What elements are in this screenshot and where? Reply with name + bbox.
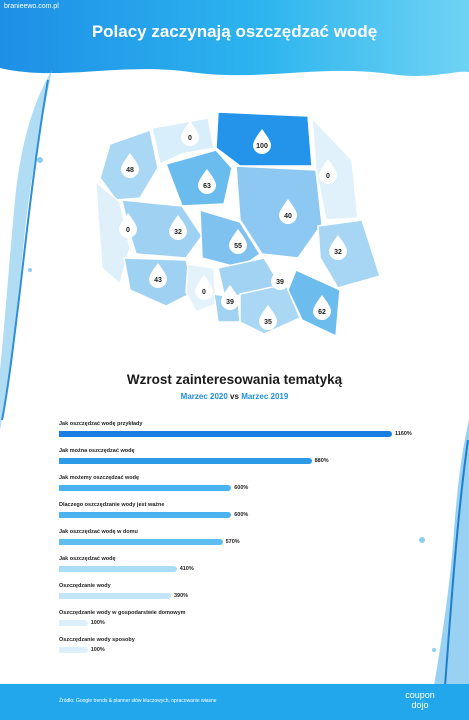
subtitle-period-a: Marzec 2020 bbox=[180, 392, 228, 401]
map-region-kujawsko-pomorskie bbox=[165, 149, 233, 207]
chart-title: Wzrost zainteresowania tematyką bbox=[126, 372, 343, 387]
water-drop-icon bbox=[313, 295, 331, 320]
bar-category-label: Jak oszczędzać wodę w domu bbox=[59, 529, 138, 535]
water-drop-icon bbox=[221, 285, 239, 310]
water-drop-icon bbox=[229, 229, 247, 254]
bar-value-label: 600% bbox=[234, 484, 249, 491]
bar-category-label: Oszczędzanie wody bbox=[59, 583, 111, 589]
map-value-label: 35 bbox=[264, 319, 272, 326]
map-value-label: 55 bbox=[234, 243, 242, 250]
water-splash-right bbox=[419, 420, 469, 710]
poland-map: 48 0 100 0 63 0 32 40 55 32 43 0 39 39 35 62 bbox=[95, 111, 381, 338]
water-drop-icon bbox=[259, 305, 277, 330]
bar bbox=[59, 593, 171, 599]
footer: Źródło: Google trends & planner słów klu… bbox=[0, 684, 469, 720]
map-region-lubuskie bbox=[95, 180, 131, 286]
map-region-mazowieckie bbox=[235, 165, 323, 259]
bar-value-label: 100% bbox=[90, 646, 105, 653]
water-drop-icon bbox=[181, 121, 199, 146]
water-drop-icon bbox=[271, 265, 289, 290]
water-drop-icon bbox=[195, 275, 213, 300]
bar-category-label: Jak możemy oszczędzać wodę bbox=[59, 475, 140, 481]
subtitle-period-b: Marzec 2019 bbox=[241, 392, 289, 401]
map-value-label: 0 bbox=[326, 173, 330, 180]
map-value-label: 40 bbox=[284, 213, 292, 220]
bar-value-label: 880% bbox=[314, 457, 329, 464]
bar-value-label: 100% bbox=[90, 619, 105, 626]
map-value-label: 39 bbox=[276, 279, 284, 286]
bar bbox=[59, 431, 392, 437]
water-drop-icon bbox=[253, 129, 271, 154]
source-url: branieewo.com.pl bbox=[4, 3, 59, 10]
map-value-label: 0 bbox=[202, 289, 206, 296]
map-value-label: 63 bbox=[203, 183, 211, 190]
bar bbox=[59, 566, 177, 572]
map-value-label: 48 bbox=[126, 167, 134, 174]
bar-value-label: 570% bbox=[225, 538, 240, 545]
chart-subtitle: Marzec 2020 vs Marzec 2019 bbox=[0, 392, 469, 401]
page-title: Polacy zaczynają oszczędzać wodę bbox=[91, 22, 378, 41]
map-value-label: 0 bbox=[126, 227, 130, 234]
map-value-label: 32 bbox=[334, 249, 342, 256]
map-value-label: 32 bbox=[174, 229, 182, 236]
bar bbox=[59, 620, 88, 626]
map-value-label: 62 bbox=[318, 309, 326, 316]
bar-value-label: 600% bbox=[234, 511, 249, 518]
bar bbox=[59, 512, 232, 518]
map-value-label: 100 bbox=[256, 143, 268, 150]
bar bbox=[59, 458, 312, 464]
bar-category-label: Oszczędzanie wody sposoby bbox=[59, 637, 135, 643]
bar-category-label: Jak oszczędzać wodę bbox=[59, 556, 116, 562]
water-drop-icon bbox=[121, 153, 139, 178]
map-region-podlaskie bbox=[311, 115, 359, 221]
bar-category-label: Jak oszczędzać wodę przykłady bbox=[59, 421, 143, 427]
water-drop-icon bbox=[319, 159, 337, 184]
brand-line-1: coupon bbox=[405, 690, 435, 700]
bar-value-label: 410% bbox=[179, 565, 194, 572]
water-splash-left bbox=[0, 70, 52, 430]
brand-line-2: dojo bbox=[411, 700, 429, 710]
map-value-label: 0 bbox=[188, 135, 192, 142]
bar bbox=[59, 647, 88, 653]
bar-value-label: 390% bbox=[173, 592, 189, 599]
water-drop-icon bbox=[149, 263, 167, 289]
water-drop-icon bbox=[279, 199, 297, 224]
bar-category-label: Dlaczego oszczędzanie wody jest ważne bbox=[59, 502, 165, 508]
bar bbox=[59, 539, 223, 545]
water-drop-icon bbox=[119, 213, 137, 238]
water-drop-icon bbox=[198, 169, 216, 194]
footer-source: Źródło: Google trends & planner słów klu… bbox=[59, 698, 217, 704]
map-value-label: 39 bbox=[226, 299, 234, 306]
subtitle-vs: vs bbox=[230, 392, 239, 401]
water-drop-icon bbox=[329, 235, 347, 260]
map-region-podkarpackie bbox=[287, 268, 341, 338]
header-banner: branieewo.com.pl Polacy zaczynają oszczę… bbox=[0, 0, 469, 82]
bar bbox=[59, 485, 232, 491]
map-value-label: 43 bbox=[154, 277, 162, 284]
bar-category-label: Oszczędzanie wody w gospodarstwie domowy… bbox=[59, 610, 186, 616]
bar-category-label: Jak można oszczędzać wodę bbox=[59, 448, 135, 454]
header-wave bbox=[0, 68, 469, 82]
map-region-lubelskie bbox=[317, 219, 381, 289]
brand-logo: coupon dojo bbox=[398, 690, 442, 716]
water-drop-icon bbox=[169, 215, 187, 240]
